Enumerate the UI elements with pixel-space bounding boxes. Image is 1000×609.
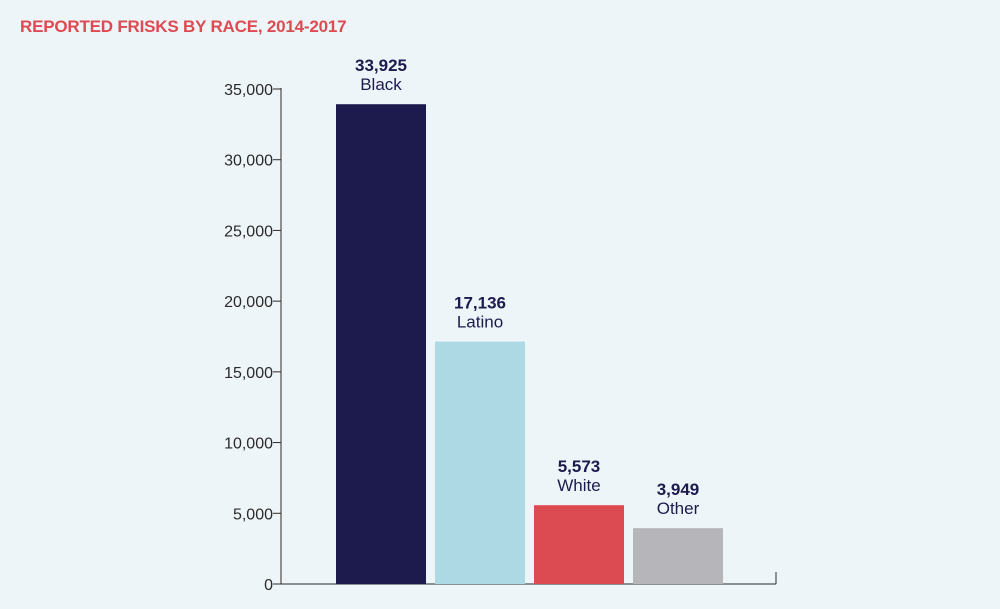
y-tick-label: 10,000 <box>224 436 273 453</box>
y-tick-label: 15,000 <box>224 365 273 382</box>
value-label-latino: 17,136 <box>454 294 506 313</box>
y-axis: 0 5,000 10,000 15,000 20,000 25,000 30,000 35,0… <box>224 82 282 594</box>
value-label-black: 33,925 <box>355 56 407 75</box>
y-tick-label: 0 <box>264 577 273 594</box>
bar-white <box>534 505 624 584</box>
category-label-latino: Latino <box>457 313 503 332</box>
bar-black <box>336 104 426 584</box>
category-label-white: White <box>557 476 600 495</box>
value-label-white: 5,573 <box>558 457 601 476</box>
y-tick-label: 20,000 <box>224 294 273 311</box>
y-tick-label: 35,000 <box>224 82 273 99</box>
category-label-black: Black <box>360 75 402 94</box>
chart-title: REPORTED FRISKS BY RACE, 2014-2017 <box>20 17 346 36</box>
bars-group <box>336 104 723 584</box>
y-tick-label: 30,000 <box>224 153 273 170</box>
bar-latino <box>435 341 525 584</box>
value-label-other: 3,949 <box>657 480 700 499</box>
y-tick-label: 25,000 <box>224 223 273 240</box>
category-label-other: Other <box>657 499 700 518</box>
bar-other <box>633 528 723 584</box>
y-tick-label: 5,000 <box>233 506 273 523</box>
